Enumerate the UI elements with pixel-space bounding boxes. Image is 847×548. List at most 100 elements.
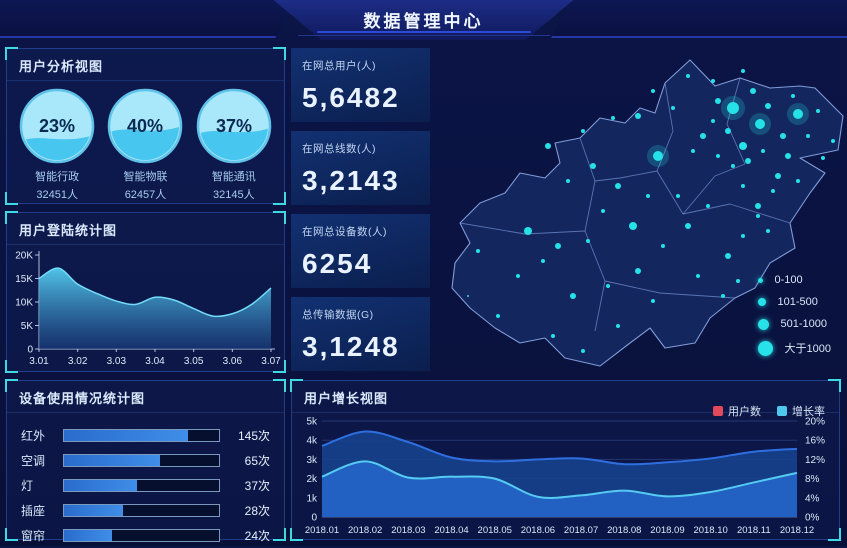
- bar-fill: [64, 480, 137, 491]
- svg-text:2018.01: 2018.01: [305, 525, 339, 536]
- bar-track: [63, 479, 220, 492]
- svg-text:8%: 8%: [805, 474, 820, 485]
- gauge-智能物联: 40% 智能物联 62457人: [101, 87, 189, 202]
- province-map: [451, 59, 844, 367]
- panel-title: 用户分析视图: [7, 49, 284, 81]
- bar-value: 24次: [244, 529, 270, 543]
- stat-value: 6254: [302, 248, 373, 279]
- svg-text:2018.02: 2018.02: [348, 525, 382, 536]
- svg-text:16%: 16%: [805, 436, 825, 447]
- gauge-count: 62457人: [124, 189, 167, 201]
- login-area-chart: 0 5K 10K 15K 20K 3.01 3.02 3.03 3.04 3.05 3.06 3.07: [15, 251, 281, 368]
- legend-label: 增长率: [792, 406, 825, 418]
- svg-text:1k: 1k: [306, 493, 318, 504]
- bar-label: 插座: [21, 504, 46, 518]
- legend-label: 501-1000: [780, 318, 828, 330]
- gauge-count: 32451人: [36, 189, 78, 201]
- svg-text:40%: 40%: [127, 116, 163, 136]
- stat-label: 在网总用户(人): [302, 60, 376, 72]
- growth-chart-legend: 用户数 增长率: [713, 403, 825, 419]
- svg-text:12%: 12%: [805, 455, 825, 466]
- panel-title: 用户登陆统计图: [7, 213, 284, 245]
- svg-text:20%: 20%: [805, 417, 825, 428]
- svg-text:2018.09: 2018.09: [650, 525, 684, 536]
- svg-text:0: 0: [27, 345, 33, 356]
- svg-text:37%: 37%: [216, 116, 252, 136]
- stat-value: 3,2143: [302, 165, 400, 196]
- svg-text:3k: 3k: [306, 455, 318, 466]
- bar-value: 65次: [244, 454, 270, 468]
- stat-value: 5,6482: [302, 82, 400, 113]
- bar-row-空调: 空调 65次: [21, 448, 270, 473]
- header-title-plate: [273, 0, 574, 40]
- bar-label: 红外: [21, 429, 46, 443]
- bar-value: 28次: [244, 504, 270, 518]
- bar-row-灯: 灯 37次: [21, 473, 270, 498]
- svg-text:10K: 10K: [15, 298, 33, 309]
- gauge-label: 智能行政: [35, 171, 80, 183]
- gauge-count: 32145人: [213, 189, 255, 201]
- bar-row-插座: 插座 28次: [21, 498, 270, 523]
- bar-fill: [64, 505, 123, 516]
- map-legend-item: 501-1000: [757, 318, 831, 330]
- legend-swatch: [713, 406, 723, 416]
- svg-text:0%: 0%: [805, 513, 820, 524]
- stat-card: 总传输数据(G) 3,1248: [291, 297, 430, 371]
- stat-label: 在网总线数(人): [302, 143, 376, 155]
- panel-title: 设备使用情况统计图: [7, 381, 284, 413]
- legend-item-用户数[interactable]: 用户数: [713, 403, 761, 419]
- map-legend-item: 101-500: [757, 296, 831, 308]
- svg-text:3.04: 3.04: [145, 356, 165, 367]
- legend-item-增长率[interactable]: 增长率: [777, 403, 825, 419]
- legend-dot-icon: [757, 298, 766, 306]
- bar-label: 灯: [21, 479, 34, 493]
- stat-card: 在网总设备数(人) 6254: [291, 214, 430, 288]
- svg-text:2018.10: 2018.10: [693, 525, 727, 536]
- header: 数据管理中心: [0, 0, 847, 42]
- bar-track: [63, 504, 220, 517]
- svg-text:3.03: 3.03: [107, 356, 127, 367]
- svg-text:2018.12: 2018.12: [780, 525, 814, 536]
- svg-text:2018.08: 2018.08: [607, 525, 641, 536]
- svg-text:5k: 5k: [306, 417, 318, 428]
- map-dots: [467, 69, 835, 353]
- bar-value: 37次: [244, 479, 270, 493]
- legend-dot-icon: [757, 340, 773, 356]
- gauge-智能行政: 23% 智能行政 32451人: [13, 87, 101, 202]
- bar-track: [63, 454, 220, 467]
- svg-text:4k: 4k: [306, 436, 318, 447]
- panel-title: 用户增长视图: [292, 381, 839, 413]
- svg-text:3.06: 3.06: [223, 356, 243, 367]
- header-band-left: [0, 0, 296, 38]
- stat-card: 在网总线数(人) 3,2143: [291, 131, 430, 205]
- stat-label: 在网总设备数(人): [302, 226, 387, 238]
- svg-text:3.02: 3.02: [68, 356, 88, 367]
- stat-cards: 在网总用户(人) 5,6482 在网总线数(人) 3,2143 在网总设备数(人) …: [291, 48, 430, 371]
- bar-value: 145次: [237, 429, 270, 443]
- panel-user-growth: 用户增长视图 用户数 增长率 0 0% 1k 4% 2k 8% 3k 12% 4k 16% 5k 20…: [290, 379, 841, 541]
- legend-label: 101-500: [777, 296, 818, 308]
- legend-label: 大于1000: [784, 343, 831, 355]
- legend-swatch: [777, 406, 787, 416]
- panel-login-stats: 用户登陆统计图 0 5K 10K 15K 20K 3.01 3.02 3.03 3.04 3.05…: [5, 211, 286, 373]
- legend-dot-icon: [757, 277, 763, 283]
- stat-label: 总传输数据(G): [302, 309, 374, 321]
- bar-label: 窗帘: [21, 529, 46, 543]
- bar-fill: [64, 455, 161, 466]
- bar-track: [63, 429, 220, 442]
- legend-label: 用户数: [728, 406, 761, 418]
- svg-text:2k: 2k: [306, 474, 318, 485]
- svg-text:2018.07: 2018.07: [564, 525, 598, 536]
- panel-device-usage: 设备使用情况统计图 红外 145次 空调 65次灯 37次 插座 28次 窗帘 24次: [5, 379, 286, 543]
- svg-text:2018.11: 2018.11: [737, 525, 771, 536]
- bar-fill: [64, 530, 113, 541]
- header-decor-line-1: [316, 31, 531, 33]
- map-legend-item: 大于1000: [757, 340, 831, 356]
- svg-text:4%: 4%: [805, 493, 820, 504]
- bar-fill: [64, 430, 188, 441]
- legend-dot-icon: [757, 318, 769, 330]
- svg-text:3.05: 3.05: [184, 356, 204, 367]
- svg-text:2018.05: 2018.05: [478, 525, 512, 536]
- svg-text:0: 0: [311, 513, 317, 524]
- svg-text:2018.04: 2018.04: [434, 525, 468, 536]
